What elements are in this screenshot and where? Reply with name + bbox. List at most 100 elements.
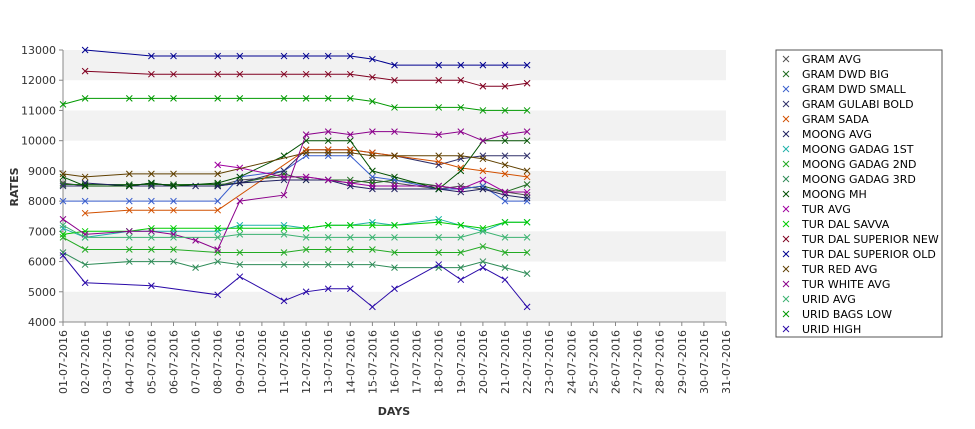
y-tick-label: 5000 [28,286,56,299]
data-point [81,173,89,181]
x-tick-label: 06-07-2016 [168,330,181,394]
data-point [369,179,376,187]
legend-item: URID HIGH [782,323,861,336]
data-point [501,137,509,145]
data-point [479,185,487,193]
series-line [62,97,528,111]
legend-marker [782,265,790,273]
data-point [148,170,155,178]
y-axis-title: RATES [8,167,21,206]
data-point [236,52,244,60]
data-point [280,297,288,305]
x-tick-label: 05-07-2016 [145,330,158,394]
x-tick-label: 10-07-2016 [256,330,269,394]
data-point [81,234,89,241]
data-point [170,231,177,238]
data-point [81,261,89,268]
data-point [369,98,376,105]
series-tur-avg [214,161,531,196]
legend-marker [782,220,790,228]
data-point [236,173,244,181]
data-point [214,291,222,299]
data-point [501,249,509,256]
legend-item: GRAM DWD BIG [782,68,889,81]
data-point [125,206,133,214]
legend: GRAM AVG GRAM DWD BIG GRAM DWD SMALL GRAM G… [775,49,943,338]
data-point [501,82,509,90]
data-point [501,234,509,241]
data-point [236,261,244,268]
data-point [346,182,354,190]
data-point [523,270,531,277]
data-point [125,170,133,178]
x-tick-label: 24-07-2016 [565,330,578,394]
series-tur-red-avg [59,149,531,181]
grid-band [63,110,726,141]
data-point [479,107,487,114]
data-point [81,279,89,287]
data-point [369,218,376,226]
series-tur-dal-savva [59,218,531,238]
data-point [302,234,310,241]
data-point [479,224,487,232]
data-point [170,206,177,214]
data-point [81,182,89,190]
legend-item: TUR AVG [782,203,851,216]
data-point [435,152,443,160]
data-point [479,155,487,163]
data-point [236,249,244,256]
data-point [391,285,398,293]
legend-box [775,49,943,338]
data-point [501,170,509,178]
data-point [125,182,133,190]
legend-item: TUR DAL SUPERIOR OLD [782,248,936,261]
data-point [59,249,67,256]
y-tick-label: 12000 [21,74,56,87]
data-point [214,197,222,205]
data-point [369,182,376,190]
data-point [369,303,376,311]
series-moong-gadag-2nd [59,234,531,256]
legend-item: MOONG GADAG 3RD [782,173,916,186]
x-tick-label: 01-07-2016 [57,330,70,394]
x-tick-label: 27-07-2016 [632,330,645,394]
data-point [435,185,443,193]
data-point [214,52,222,60]
legend-label: GRAM GULABI BOLD [802,98,914,111]
legend-item: URID AVG [782,293,856,306]
legend-label: GRAM AVG [802,53,861,66]
data-point [435,61,443,69]
series-gram-sada [81,146,531,217]
data-point [457,61,465,69]
data-point [148,179,155,187]
data-point [457,167,465,175]
data-point [324,52,332,60]
data-point [280,261,288,268]
data-point [479,82,487,90]
data-point [81,246,89,253]
legend-marker [782,55,790,63]
y-tick-label: 8000 [28,195,56,208]
x-tick-label: 26-07-2016 [610,330,623,394]
data-point [346,246,354,253]
legend-item: TUR DAL SAVVA [782,218,890,231]
data-point [435,131,443,138]
legend-marker [782,190,790,198]
series-line [62,224,528,238]
data-point [435,104,443,111]
x-tick-label: 25-07-2016 [587,330,600,394]
legend-item: MOONG GADAG 1ST [782,143,914,156]
data-point [391,128,398,135]
data-point [457,188,465,196]
data-point [214,161,222,169]
data-point [457,276,465,284]
legend-marker [782,205,790,213]
legend-label: TUR DAL SUPERIOR OLD [801,248,936,261]
series-urid-bags-low [59,95,531,114]
legend-marker [782,175,790,183]
data-point [170,182,177,190]
data-point [59,231,67,238]
data-point [523,181,531,188]
y-tick-label: 7000 [28,225,56,238]
y-tick-label: 6000 [28,256,56,269]
